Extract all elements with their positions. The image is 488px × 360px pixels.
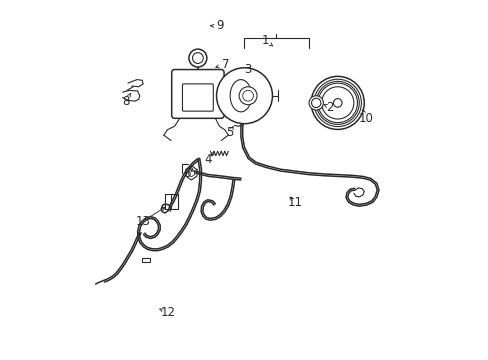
Bar xyxy=(142,258,150,262)
Circle shape xyxy=(192,53,203,63)
Text: 4: 4 xyxy=(204,153,211,166)
Circle shape xyxy=(216,68,272,124)
Text: 6: 6 xyxy=(183,167,190,180)
Circle shape xyxy=(308,96,323,110)
Text: 12: 12 xyxy=(160,306,175,319)
Circle shape xyxy=(317,83,357,123)
Text: 13: 13 xyxy=(135,215,150,228)
Text: 5: 5 xyxy=(225,126,233,139)
Circle shape xyxy=(311,98,320,108)
Circle shape xyxy=(321,87,353,119)
Circle shape xyxy=(316,81,359,125)
Circle shape xyxy=(242,90,253,101)
FancyBboxPatch shape xyxy=(171,69,224,118)
Text: 7: 7 xyxy=(221,58,229,71)
Circle shape xyxy=(310,76,364,130)
Text: 2: 2 xyxy=(326,101,333,114)
Ellipse shape xyxy=(230,80,251,112)
Circle shape xyxy=(313,79,361,127)
Text: 11: 11 xyxy=(287,197,302,210)
Text: 3: 3 xyxy=(244,63,251,76)
Text: 10: 10 xyxy=(358,112,372,125)
Text: 8: 8 xyxy=(122,95,130,108)
Text: 1: 1 xyxy=(261,34,268,48)
Circle shape xyxy=(333,99,341,107)
Circle shape xyxy=(188,49,206,67)
FancyBboxPatch shape xyxy=(182,84,213,111)
Circle shape xyxy=(239,87,257,105)
Text: 9: 9 xyxy=(216,19,224,32)
